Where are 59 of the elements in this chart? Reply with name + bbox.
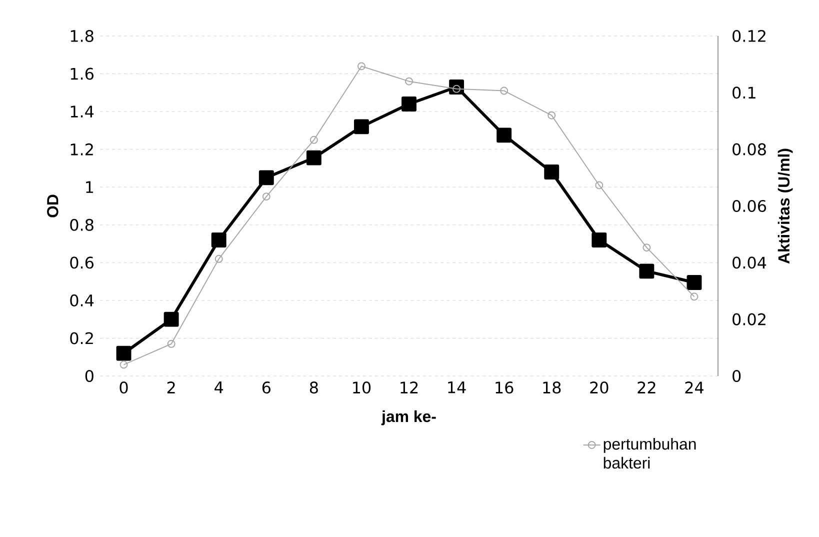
y-tick-label: 0.8 <box>70 218 94 231</box>
y2-axis-title: Aktivitas (U/ml) <box>778 148 793 264</box>
x-tick-label: 24 <box>685 382 704 394</box>
point <box>167 340 176 348</box>
y2-tick-label: 0.12 <box>732 30 766 42</box>
point <box>120 360 128 369</box>
y-tick-label: 1 <box>86 181 94 193</box>
point <box>496 128 512 143</box>
point <box>592 232 607 248</box>
x-tick-label: 20 <box>590 382 608 394</box>
y-axis-title: OD <box>47 194 58 218</box>
y2-tick-label: 0.1 <box>732 86 756 99</box>
y-tick-label: 1.6 <box>70 68 94 80</box>
x-tick-label: 10 <box>353 382 371 394</box>
point <box>642 244 651 252</box>
x-tick-label: 18 <box>543 382 561 394</box>
point <box>357 62 366 70</box>
point <box>116 346 132 361</box>
x-tick-label: 16 <box>496 382 514 394</box>
point <box>402 96 416 112</box>
y-tick-label: 1.4 <box>70 106 94 118</box>
point <box>258 170 274 186</box>
y2-tick-label: 0.04 <box>732 256 766 269</box>
point <box>639 264 654 279</box>
point <box>405 77 413 86</box>
y-tick-label: 0 <box>85 370 94 382</box>
point <box>690 292 698 301</box>
x-tick-label: 8 <box>310 382 318 394</box>
x-tick-label: 2 <box>167 382 175 394</box>
point <box>214 254 223 263</box>
point <box>686 275 702 290</box>
y-tick-label: 1.8 <box>70 30 94 42</box>
point <box>164 312 179 327</box>
y-tick-label: 0.6 <box>70 256 94 269</box>
y-tick-label: 0.2 <box>70 332 93 344</box>
y-tick-label: 1.2 <box>70 143 93 156</box>
x-tick-label: 22 <box>638 382 656 394</box>
point <box>548 111 556 120</box>
y2-tick-label: 0.02 <box>732 313 766 326</box>
x-tick-label: 14 <box>448 382 466 394</box>
point <box>262 192 270 201</box>
point <box>306 150 322 166</box>
point <box>500 86 508 95</box>
point <box>595 181 604 190</box>
y-tick-label: 0.4 <box>70 294 94 306</box>
point <box>211 232 226 248</box>
legend-label: pertumbuhan bakteri <box>604 438 696 469</box>
x-tick-label: 12 <box>400 382 418 394</box>
y2-tick-label: 0.06 <box>732 200 766 212</box>
x-tick-label: 4 <box>214 382 224 394</box>
point <box>354 119 369 134</box>
y2-tick-label: 0 <box>732 370 741 382</box>
x-tick-label: 6 <box>262 382 270 394</box>
point <box>310 136 318 144</box>
point <box>544 164 560 180</box>
x-tick-label: 0 <box>120 382 128 394</box>
y2-tick-label: 0.08 <box>732 143 766 156</box>
x-axis-title: jam ke- <box>381 410 436 426</box>
point <box>452 84 461 93</box>
